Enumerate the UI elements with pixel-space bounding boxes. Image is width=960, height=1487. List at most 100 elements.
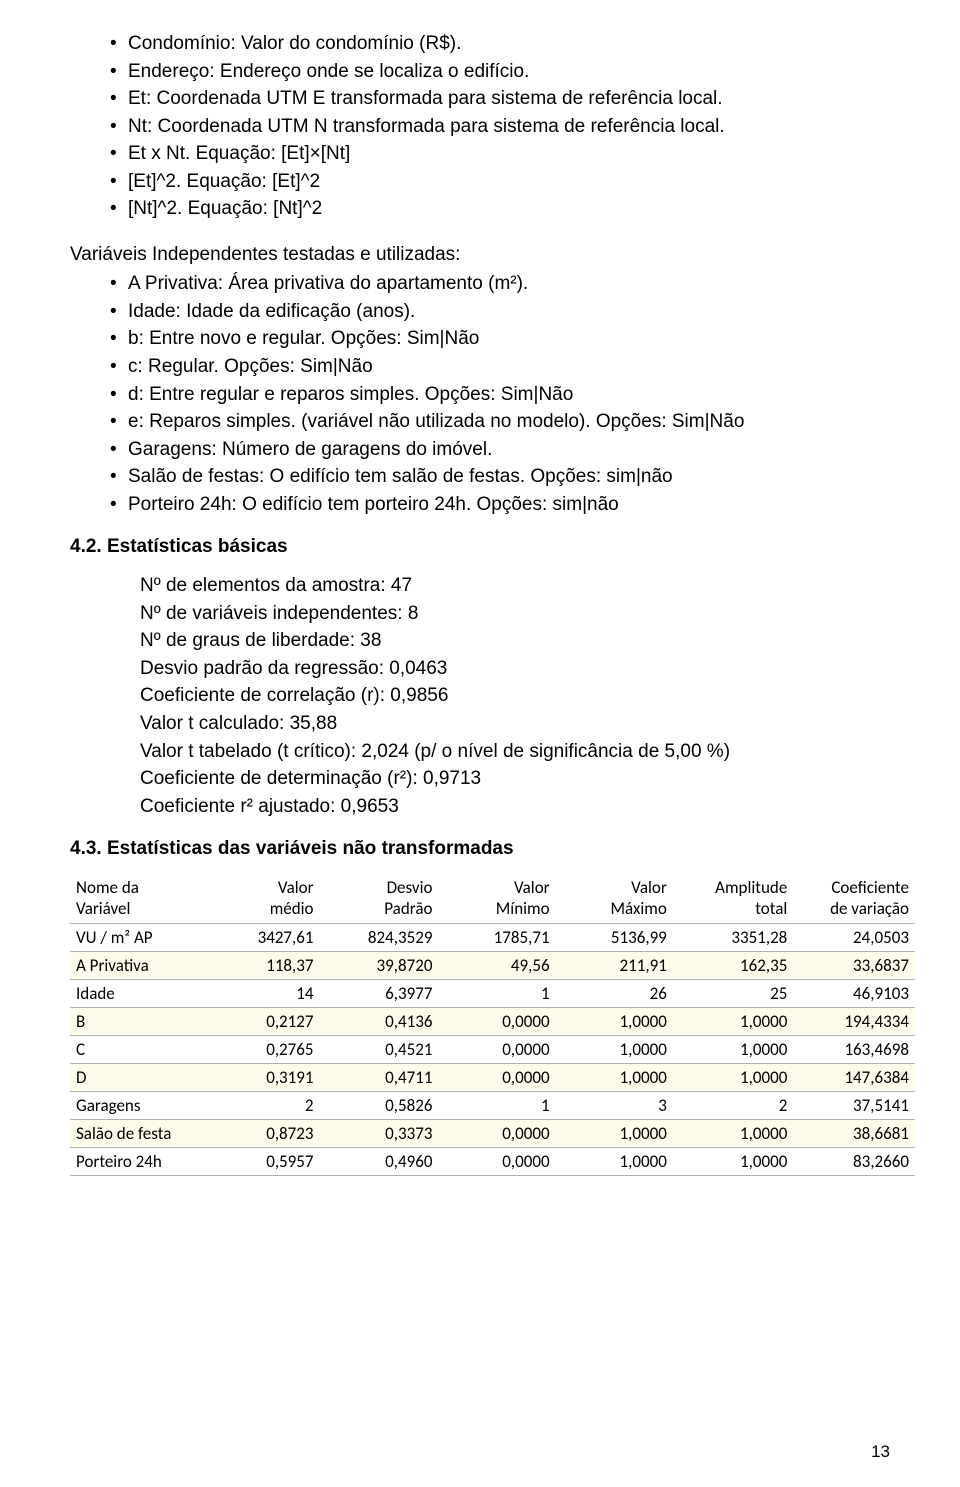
table-cell: 163,4698: [793, 1036, 915, 1064]
table-cell: 1,0000: [673, 1120, 794, 1148]
vars-label: Variáveis Independentes testadas e utili…: [70, 241, 890, 269]
table-cell: 0,3373: [320, 1120, 439, 1148]
stat-line: Coeficiente de determinação (r²): 0,9713: [140, 765, 890, 793]
page: Condomínio: Valor do condomínio (R$). En…: [0, 0, 960, 1487]
table-cell: 37,5141: [793, 1092, 915, 1120]
table-body: VU / m² AP3427,61824,35291785,715136,993…: [70, 924, 915, 1176]
table-cell: 25: [673, 980, 794, 1008]
table-cell: 1,0000: [673, 1064, 794, 1092]
table-cell: 2: [202, 1092, 319, 1120]
list-item: Endereço: Endereço onde se localiza o ed…: [110, 58, 890, 86]
table-header-cell: Valor Máximo: [556, 874, 673, 923]
table-cell: 194,4334: [793, 1008, 915, 1036]
table-cell: 0,0000: [438, 1036, 555, 1064]
list-item: [Nt]^2. Equação: [Nt]^2: [110, 195, 890, 223]
header-line: Valor: [208, 878, 313, 898]
page-number: 13: [871, 1442, 890, 1462]
table-cell: 0,5826: [320, 1092, 439, 1120]
table-header-cell: Coeficiente de variação: [793, 874, 915, 923]
table-cell: 1,0000: [556, 1148, 673, 1176]
table-cell: 0,8723: [202, 1120, 319, 1148]
table-cell: 1,0000: [556, 1064, 673, 1092]
table-cell: 0,4136: [320, 1008, 439, 1036]
table-cell: 118,37: [202, 952, 319, 980]
header-line: total: [679, 899, 788, 919]
header-line: Valor: [444, 878, 549, 898]
table-cell: 1: [438, 1092, 555, 1120]
table-cell: 1,0000: [673, 1008, 794, 1036]
table-cell: 0,4711: [320, 1064, 439, 1092]
table-header-cell: Valor médio: [202, 874, 319, 923]
stat-line: Nº de graus de liberdade: 38: [140, 627, 890, 655]
table-cell: 147,6384: [793, 1064, 915, 1092]
list-item: Et x Nt. Equação: [Et]×[Nt]: [110, 140, 890, 168]
table-cell: 0,2765: [202, 1036, 319, 1064]
table-cell: 0,3191: [202, 1064, 319, 1092]
table-cell: 0,0000: [438, 1064, 555, 1092]
table-cell: Salão de festa: [70, 1120, 202, 1148]
table-cell: 33,6837: [793, 952, 915, 980]
table-cell: 1,0000: [673, 1036, 794, 1064]
table-row: Garagens20,582613237,5141: [70, 1092, 915, 1120]
list-item: Salão de festas: O edifício tem salão de…: [110, 463, 890, 491]
heading-4-3: 4.3. Estatísticas das variáveis não tran…: [70, 838, 890, 860]
header-line: Nome da: [76, 878, 196, 898]
table-cell: 0,0000: [438, 1120, 555, 1148]
table-cell: 3: [556, 1092, 673, 1120]
header-line: Amplitude: [679, 878, 788, 898]
stat-line: Desvio padrão da regressão: 0,0463: [140, 655, 890, 683]
table-cell: 46,9103: [793, 980, 915, 1008]
table-cell: 1,0000: [556, 1036, 673, 1064]
table-cell: 1,0000: [556, 1120, 673, 1148]
table-cell: 0,0000: [438, 1008, 555, 1036]
table-cell: 0,4960: [320, 1148, 439, 1176]
list-item: d: Entre regular e reparos simples. Opçõ…: [110, 381, 890, 409]
table-cell: 83,2660: [793, 1148, 915, 1176]
list-item: Idade: Idade da edificação (anos).: [110, 298, 890, 326]
table-cell: 1,0000: [673, 1148, 794, 1176]
table-header-cell: Valor Mínimo: [438, 874, 555, 923]
heading-4-2: 4.2. Estatísticas básicas: [70, 536, 890, 558]
stat-line: Nº de variáveis independentes: 8: [140, 600, 890, 628]
table-cell: 24,0503: [793, 924, 915, 952]
list-item: e: Reparos simples. (variável não utiliz…: [110, 408, 890, 436]
table-cell: 0,5957: [202, 1148, 319, 1176]
table-cell: 6,3977: [320, 980, 439, 1008]
list-item: c: Regular. Opções: Sim|Não: [110, 353, 890, 381]
table-header: Nome da Variável Valor médio Desvio Padr…: [70, 874, 915, 923]
table-cell: 1: [438, 980, 555, 1008]
table-cell: D: [70, 1064, 202, 1092]
header-line: Padrão: [326, 899, 433, 919]
table-row: C0,27650,45210,00001,00001,0000163,4698: [70, 1036, 915, 1064]
table-cell: C: [70, 1036, 202, 1064]
list-item: Et: Coordenada UTM E transformada para s…: [110, 85, 890, 113]
stat-line: Nº de elementos da amostra: 47: [140, 572, 890, 600]
table-cell: B: [70, 1008, 202, 1036]
table-header-cell: Desvio Padrão: [320, 874, 439, 923]
table-cell: Garagens: [70, 1092, 202, 1120]
stat-line: Valor t tabelado (t crítico): 2,024 (p/ …: [140, 738, 890, 766]
table-cell: 5136,99: [556, 924, 673, 952]
table-cell: 1785,71: [438, 924, 555, 952]
table-cell: 824,3529: [320, 924, 439, 952]
table-cell: Idade: [70, 980, 202, 1008]
table-cell: 0,0000: [438, 1148, 555, 1176]
table-header-cell: Amplitude total: [673, 874, 794, 923]
table-cell: 38,6681: [793, 1120, 915, 1148]
table-cell: A Privativa: [70, 952, 202, 980]
stats-4-2: Nº de elementos da amostra: 47 Nº de var…: [140, 572, 890, 820]
header-line: Variável: [76, 899, 196, 919]
header-line: de variação: [799, 899, 909, 919]
header-line: Coeficiente: [799, 878, 909, 898]
variables-table: Nome da Variável Valor médio Desvio Padr…: [70, 874, 915, 1176]
header-line: médio: [208, 899, 313, 919]
table-cell: Porteiro 24h: [70, 1148, 202, 1176]
table-cell: 0,4521: [320, 1036, 439, 1064]
bullets-top: Condomínio: Valor do condomínio (R$). En…: [110, 30, 890, 223]
stat-line: Valor t calculado: 35,88: [140, 710, 890, 738]
table-cell: VU / m² AP: [70, 924, 202, 952]
table-row: Idade146,39771262546,9103: [70, 980, 915, 1008]
list-item: Porteiro 24h: O edifício tem porteiro 24…: [110, 491, 890, 519]
table-cell: 211,91: [556, 952, 673, 980]
table-row: Porteiro 24h0,59570,49600,00001,00001,00…: [70, 1148, 915, 1176]
